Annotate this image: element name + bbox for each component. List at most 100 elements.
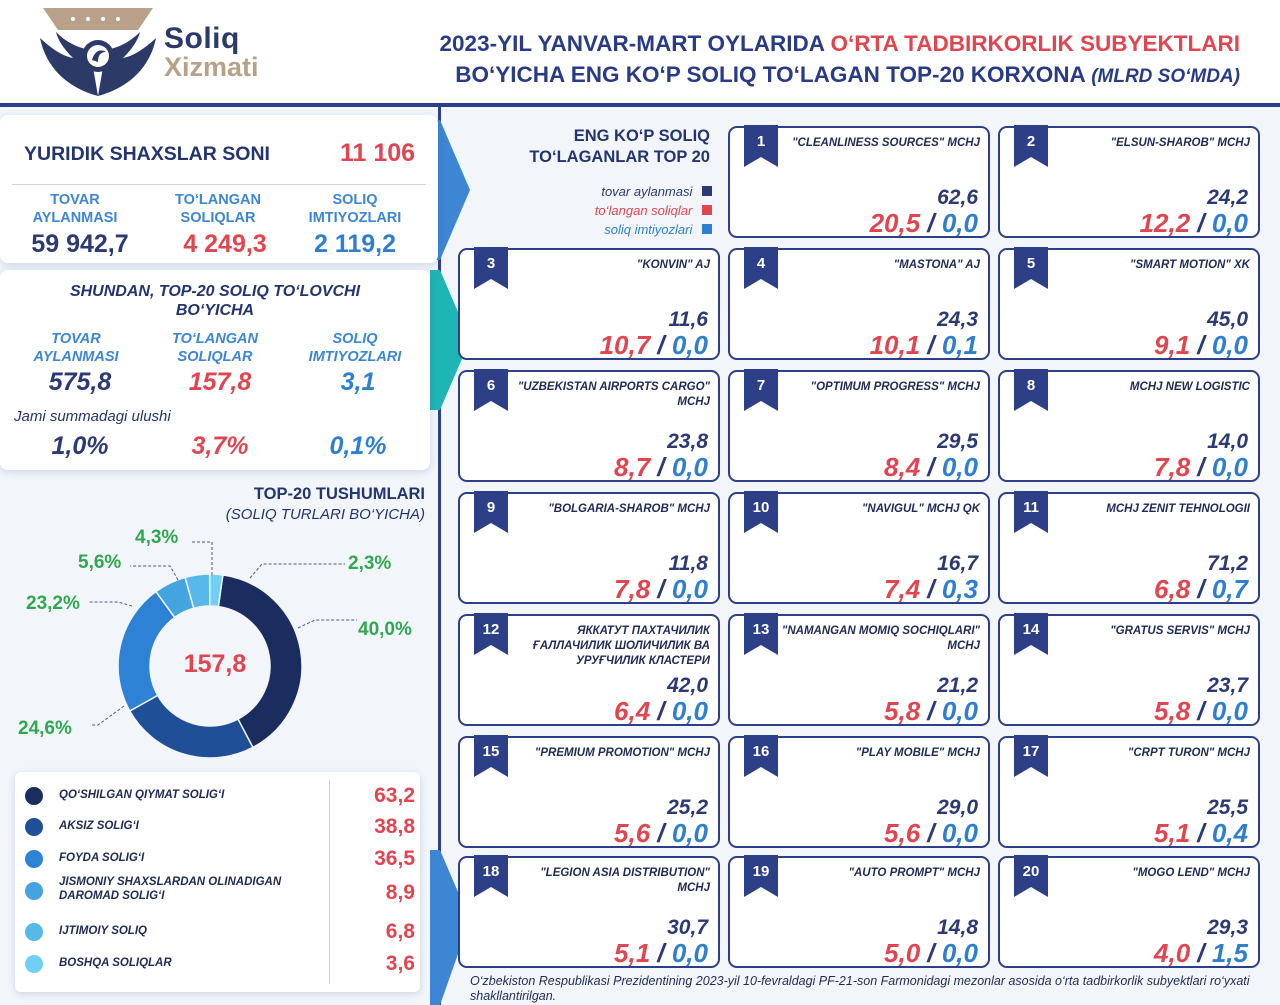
company-turnover: 25,2 [667, 796, 708, 819]
turnover-label: TOVAR AYLANMASI [32, 192, 118, 226]
legend-name: FOYDA SOLIG‘I [59, 852, 145, 864]
value-separator: / [920, 818, 942, 848]
legend-dot [25, 818, 43, 836]
company-tax-line: 5,1 / 0,4 [1154, 818, 1248, 849]
donut-center-value: 157,8 [183, 650, 247, 678]
company-turnover: 14,0 [1207, 430, 1248, 453]
company-tile: 17 "CRPT TURON" MCHJ 25,5 5,1 / 0,4 [998, 735, 1260, 849]
rank-ribbon-icon [744, 855, 778, 897]
rank-ribbon-icon [744, 735, 778, 777]
value-separator: / [920, 208, 942, 238]
paid-label: TO‘LANGAN SOLIQLAR [175, 192, 261, 226]
company-paid: 10,1 [869, 330, 921, 360]
value-separator: / [650, 938, 672, 968]
legend-value: 6,8 [385, 920, 415, 943]
company-rank: 3 [486, 255, 496, 272]
donut-slice [208, 573, 224, 608]
top20-exempt-value: 3,1 [340, 368, 376, 396]
company-name: "CRPT TURON" MCHJ [1127, 747, 1250, 759]
company-turnover: 14,8 [937, 916, 978, 939]
company-exempt: 0,0 [1211, 208, 1248, 238]
leader-line [88, 601, 133, 607]
rank-ribbon-icon [1014, 491, 1048, 533]
value-separator: / [920, 574, 942, 604]
chart-subtitle: (SOLIQ TURLARI BO‘YICHA) [225, 506, 425, 523]
center-divider [438, 107, 441, 1005]
company-paid: 8,4 [884, 452, 921, 482]
rank-ribbon-icon [474, 491, 508, 533]
company-turnover: 71,2 [1207, 552, 1248, 575]
brand-line1: Soliq [164, 22, 240, 55]
company-paid: 7,8 [614, 574, 651, 604]
value-separator: / [1190, 330, 1212, 360]
top20-legend-heading: ENG KO‘P SOLIQ TO‘LAGANLAR TOP 20 [450, 126, 710, 168]
entities-value: 11 106 [340, 139, 416, 167]
company-rank: 1 [756, 133, 766, 150]
company-turnover: 29,3 [1207, 916, 1248, 939]
rank-ribbon-icon [474, 369, 508, 411]
rank-ribbon-icon [1014, 855, 1048, 897]
footnote: O‘zbekiston Respublikasi Prezidentining … [470, 974, 1250, 1003]
company-name: "NAMANGAN MOMIQ SOCHIQLARI" MCHJ [781, 625, 980, 652]
top20-paid-value: 157,8 [188, 368, 252, 396]
pct-label-0: 40,0% [358, 619, 412, 640]
company-paid: 20,5 [869, 208, 921, 238]
company-exempt: 0,0 [941, 696, 978, 726]
company-paid: 5,1 [1154, 818, 1191, 848]
exempt-label: SOLIQ IMTIYOZLARI [308, 192, 402, 226]
company-tax-line: 7,8 / 0,0 [1154, 452, 1248, 483]
summary-card: YURIDIK SHAXSLAR SONI 11 106 TOVAR AYLAN… [0, 115, 438, 263]
company-paid: 10,7 [599, 330, 651, 360]
legend-row: FOYDA SOLIG‘I 36,5 [15, 845, 415, 875]
company-exempt: 0,0 [671, 452, 708, 482]
company-tile: 2 "ELSUN-SHAROB" MCHJ 24,2 12,2 / 0,0 [998, 125, 1260, 238]
legend-dot [25, 882, 43, 900]
leader-line [192, 541, 213, 575]
legend-row: BOSHQA SOLIQLAR 3,6 [15, 950, 415, 980]
company-name: "PREMIUM PROMOTION" MCHJ [534, 747, 710, 759]
pct-label-3: 5,6% [78, 552, 122, 573]
legend-exempt-label: soliq imtiyozlari [604, 222, 693, 237]
chart-title: TOP-20 TUSHUMLARI [253, 485, 425, 503]
company-tile: 12 ЯККАТУТ ПАХТАЧИЛИК ҒАЛЛАЧИЛИК ШОЛИЧИЛИ… [458, 613, 720, 726]
company-exempt: 0,7 [1211, 574, 1248, 604]
top20-heading: SHUNDAN, TOP-20 SOLIQ TO‘LOVCHI BO‘YICHA [69, 283, 361, 319]
legend-paid-label: to‘langan soliqlar [594, 203, 693, 218]
company-tax-line: 5,6 / 0,0 [614, 818, 708, 849]
value-separator: / [650, 330, 672, 360]
company-rank: 15 [482, 743, 500, 760]
company-tile: 10 "NAVIGUL" MCHJ QK 16,7 7,4 / 0,3 [728, 491, 990, 604]
rank-ribbon-icon [1014, 735, 1048, 777]
leader-line [130, 565, 179, 581]
value-separator: / [920, 452, 942, 482]
company-exempt: 0,0 [671, 330, 708, 360]
top20-turnover-label: TOVAR AYLANMASI [33, 331, 119, 365]
company-tax-line: 10,1 / 0,1 [870, 330, 978, 361]
company-paid: 5,0 [884, 938, 921, 968]
title-part2: BO‘YICHA ENG KO‘P SOLIQ TO‘LAGAN TOP-20 … [455, 62, 1092, 87]
company-tile: 16 "PLAY MOBILE" MCHJ 29,0 5,6 / 0,0 [728, 735, 990, 848]
company-rank: 4 [756, 255, 766, 272]
company-rank: 17 [1022, 743, 1040, 760]
top20-turnover-value: 575,8 [48, 368, 112, 396]
company-name: "LEGION ASIA DISTRIBUTION" MCHJ [540, 867, 710, 894]
company-exempt: 0,4 [1211, 818, 1248, 848]
summary-divider [12, 184, 426, 185]
company-rank: 14 [1022, 621, 1040, 638]
title-unit: (MLRD SO‘MDA) [1091, 66, 1240, 87]
pct-label-1: 24,6% [18, 718, 72, 739]
company-exempt: 0,0 [1211, 452, 1248, 482]
company-exempt: 0,1 [941, 330, 978, 360]
company-tile: 14 "GRATUS SERVIS" MCHJ 23,7 5,8 / 0,0 [998, 613, 1260, 726]
legend-exempt-swatch [702, 224, 712, 234]
legend-paid-swatch [702, 205, 712, 215]
rank-ribbon-icon [1014, 369, 1048, 411]
company-tile: 8 MCHJ NEW LOGISTIC 14,0 7,8 / 0,0 [998, 369, 1260, 483]
company-rank: 11 [1023, 499, 1039, 516]
company-rank: 7 [756, 377, 766, 394]
company-name: "BOLGARIA-SHAROB" MCHJ [548, 503, 710, 515]
value-separator: / [1190, 574, 1212, 604]
company-tax-line: 6,8 / 0,7 [1154, 574, 1248, 605]
leader-line [90, 705, 125, 726]
company-name: "MASTONA" AJ [893, 259, 980, 271]
